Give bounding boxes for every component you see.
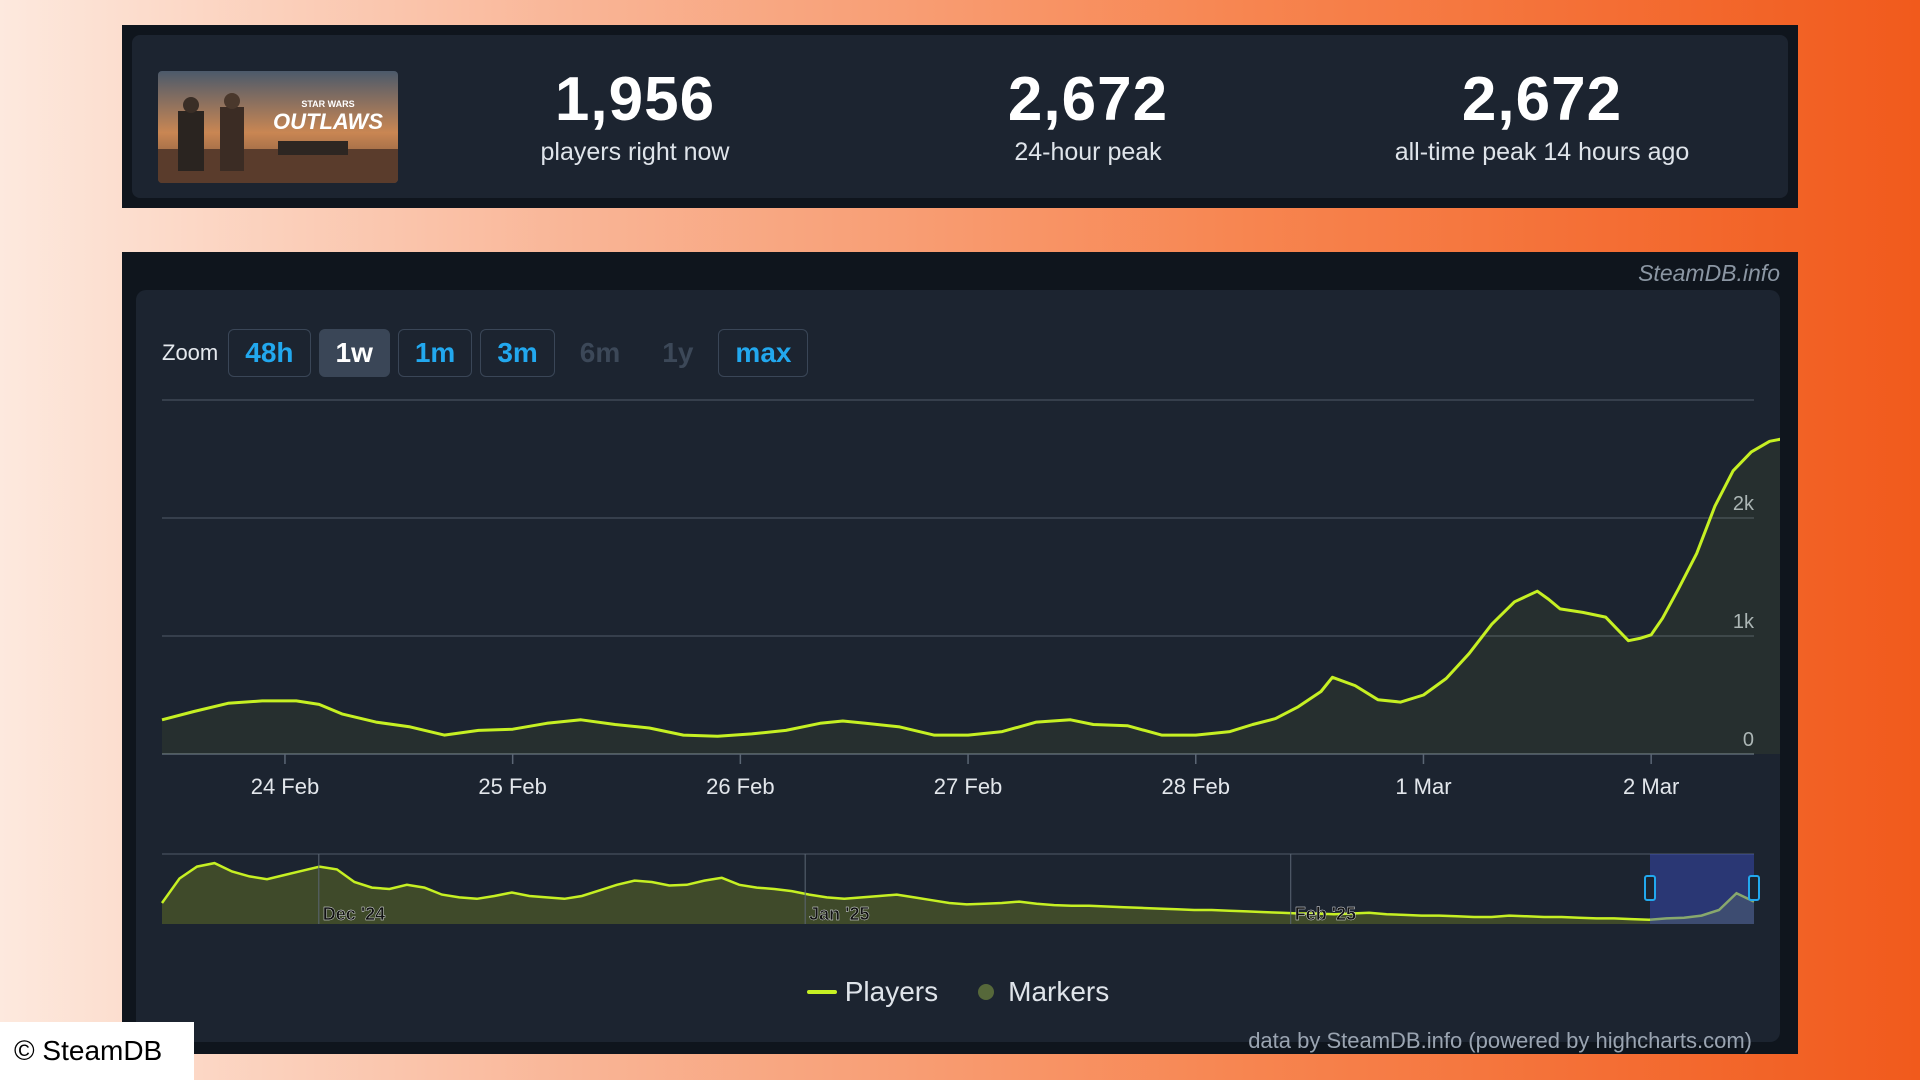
zoom-1y-button: 1y [645, 329, 710, 377]
current-players-value: 1,956 [554, 65, 716, 134]
players-area [162, 439, 1780, 754]
navigator-area [162, 863, 1754, 924]
zoom-controls: Zoom 48h 1w 1m 3m 6m 1y max [162, 328, 816, 378]
chart-legend: Players Markers [136, 976, 1780, 1008]
navigator-line [160, 861, 1755, 922]
alltime-peak-label: all-time peak 14 hours ago [1394, 138, 1690, 166]
game-logo-line2: OUTLAWS [273, 109, 383, 134]
current-players-label: players right now [540, 138, 730, 166]
players-line-swatch [806, 990, 837, 994]
peak24-label: 24-hour peak [1014, 138, 1162, 166]
stat-current-players: 1,956 players right now [415, 63, 855, 167]
zoom-1m-button[interactable]: 1m [397, 329, 473, 377]
navigator-label: Jan '25 [809, 904, 869, 924]
copyright-label: © SteamDB [0, 1022, 194, 1080]
zoom-6m-button: 6m [563, 329, 637, 377]
navigator-label: Feb '25 [1295, 904, 1356, 924]
zoom-3m-button[interactable]: 3m [480, 329, 555, 377]
navigator-right-handle [1748, 875, 1760, 901]
legend-players[interactable]: Players [806, 976, 939, 1008]
players-chart[interactable]: 0 1k 2k 24 Feb 25 Feb 26 Feb 27 Feb 28 Feb 1 Mar… [136, 290, 1780, 1042]
y-tick-label: 1k [1733, 611, 1755, 633]
game-logo-line1: STAR WARS [301, 99, 354, 109]
x-tick-label: 2 Mar [1623, 774, 1679, 799]
navigator-selection [1650, 854, 1754, 924]
zoom-48h-button[interactable]: 48h [228, 329, 311, 377]
x-tick-label: 25 Feb [478, 774, 546, 799]
x-tick-label: 27 Feb [934, 774, 1003, 799]
x-tick-label: 26 Feb [706, 774, 775, 799]
x-tick-label: 1 Mar [1395, 774, 1451, 799]
legend-players-label: Players [844, 976, 939, 1007]
highcharts-credit[interactable]: data by SteamDB.info (powered by highcha… [1248, 1028, 1752, 1053]
y-tick-label: 0 [1743, 729, 1754, 751]
chart-container: 0 1k 2k 24 Feb 25 Feb 26 Feb 27 Feb 28 Feb 1 Mar… [136, 290, 1780, 1053]
x-tick-label: 28 Feb [1162, 774, 1231, 799]
legend-markers[interactable]: Markers [978, 976, 1109, 1008]
markers-dot-swatch [978, 984, 995, 1000]
game-thumbnail: STAR WARS OUTLAWS [158, 71, 398, 183]
players-series-line [161, 437, 1780, 738]
y-tick-label: 2k [1733, 493, 1755, 515]
zoom-max-button[interactable]: max [718, 329, 809, 377]
alltime-peak-value: 2,672 [1461, 65, 1623, 134]
peak24-value: 2,672 [1007, 65, 1169, 134]
zoom-1w-button[interactable]: 1w [318, 329, 390, 377]
stat-alltime-peak: 2,672 all-time peak 14 hours ago [1322, 63, 1762, 167]
zoom-label: Zoom [162, 340, 219, 365]
stats-card: STAR WARS OUTLAWS 1,956 players right no… [132, 35, 1788, 198]
chart-panel: SteamDB.info 0 1k 2k 24 Feb 25 Feb 26 Feb 27 F… [122, 252, 1798, 1054]
stat-24h-peak: 2,672 24-hour peak [868, 63, 1308, 167]
x-tick-label: 24 Feb [251, 774, 320, 799]
navigator-label: Dec '24 [323, 904, 385, 924]
legend-markers-label: Markers [1008, 976, 1110, 1007]
steamdb-credit-top[interactable]: SteamDB.info [1638, 260, 1780, 286]
stats-panel: STAR WARS OUTLAWS 1,956 players right no… [122, 25, 1798, 208]
navigator-left-handle [1644, 875, 1656, 901]
